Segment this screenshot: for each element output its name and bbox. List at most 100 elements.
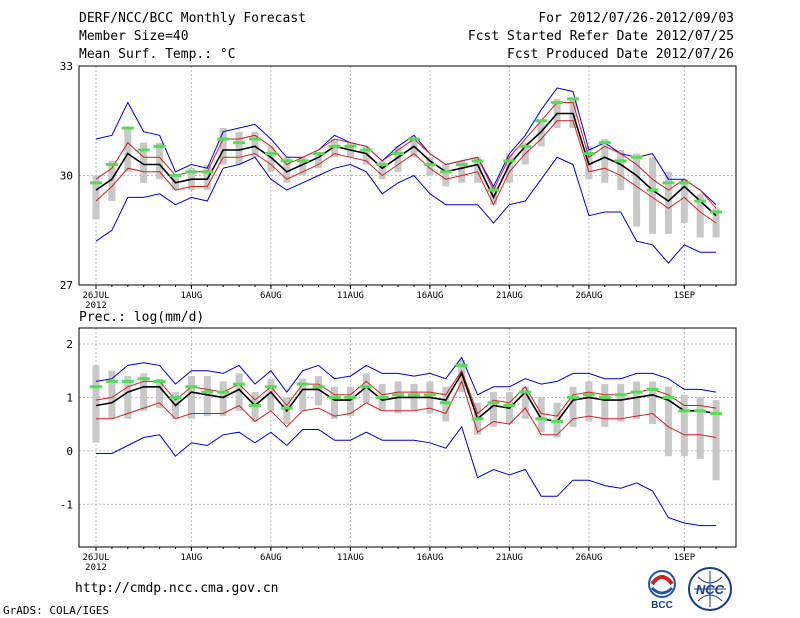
y-tick-label-0: 27 [60,279,73,292]
spread-box-34 [633,381,641,419]
spread-box-15 [331,386,338,419]
series-upper-band-line [95,102,717,209]
spread-box-35 [649,381,656,425]
spread-box-38 [696,193,704,238]
plot-frame [78,65,737,286]
spread-box-33 [617,384,625,422]
y-tick-label-1: 0 [66,445,73,458]
header-left-line-2: Member Size=40 [79,29,189,44]
x-tick-label-7: 1SEP [673,553,695,563]
spread-box-38 [696,397,704,459]
spread-box-39 [712,400,720,481]
spread-box-20 [410,139,418,158]
x-tick-label-7: 1SEP [673,291,695,301]
x-tick-label-6: 26AUG [575,553,602,563]
x-tick-label-5: 21AUG [496,553,523,563]
spread-box-9 [235,131,243,165]
spread-box-1 [108,160,116,202]
x-year-label: 2012 [85,301,107,311]
y-tick-label-0: -1 [60,498,73,511]
series-ensemble-mean-line [95,371,717,423]
x-tick-label-3: 11AUG [337,291,364,301]
precip-title: Prec.: log(mm/d) [79,310,204,325]
spread-box-17 [362,146,370,165]
spread-box-13 [299,378,307,411]
x-tick-label-3: 11AUG [337,553,364,563]
spread-box-35 [649,157,656,234]
spread-box-14 [315,376,323,406]
spread-box-26 [505,153,513,183]
spread-box-14 [315,153,323,169]
spread-box-2 [124,376,132,419]
header-right-line-1: For 2012/07/26-2012/09/03 [538,11,734,26]
spread-box-21 [426,157,434,176]
spread-box-37 [680,179,688,223]
x-tick-label-4: 16AUG [416,291,443,301]
spread-box-30 [569,386,577,427]
series-maximum-line [95,87,717,206]
spread-box-22 [442,164,450,187]
bcc-logo: BCC [648,570,676,610]
footer-url[interactable]: http://cmdp.ncc.cma.gov.cn [75,581,279,596]
x-tick-label-6: 26AUG [575,291,602,301]
spread-box-7 [203,164,211,191]
spread-box-3 [140,373,148,411]
spread-box-28 [537,397,545,433]
spread-box-34 [633,153,641,227]
spread-box-18 [378,160,386,180]
bcc-logo-text: BCC [651,600,673,610]
series-ensemble-mean-line [95,112,717,217]
spread-box-0 [92,365,100,443]
y-tick-label-1: 30 [60,170,73,183]
spread-box-31 [585,381,593,422]
x-tick-label-4: 16AUG [416,553,443,563]
x-tick-label-1: 1AUG [181,291,203,301]
series-maximum-line [95,356,717,396]
header-right-line-3: Fcst Produced Date 2012/07/26 [507,47,734,62]
x-tick-label-0: 26JUL [82,291,109,301]
plot-frame [78,327,737,548]
spread-box-10 [251,131,259,158]
spread-box-37 [680,394,688,457]
ncc-logo: NCC [688,567,732,611]
spread-box-1 [108,370,116,419]
spread-box-33 [617,149,625,191]
x-tick-label-2: 6AUG [260,291,282,301]
spread-box-8 [219,381,227,417]
spread-box-24 [474,157,482,183]
y-tick-label-3: 2 [66,338,73,351]
spread-box-25 [490,392,497,427]
spread-box-7 [203,376,211,417]
temperature-panel: 27 30 33 26JUL 1AUG 6AUG 11AUG 16AUG 21AUG 26AUG 1… [60,60,737,311]
spread-box-23 [458,160,466,183]
series-upper-band-line [95,369,717,417]
spread-box-36 [664,171,672,234]
spread-box-4 [156,142,164,180]
spread-box-11 [267,146,275,172]
spread-box-2 [124,128,132,172]
spread-box-13 [299,157,307,176]
ncc-logo-text: NCC [696,582,725,597]
spread-box-11 [267,378,275,411]
spread-box-6 [187,376,195,419]
spread-box-19 [394,146,402,172]
series-lower-band-line [96,380,717,438]
spread-box-8 [219,128,227,165]
series-minimum-line [95,156,717,264]
spread-box-0 [92,175,100,220]
header-right-line-2: Fcst Started Refer Date 2012/07/25 [467,29,734,44]
spread-box-9 [235,373,243,411]
spread-box-16 [346,386,354,417]
header-left-line-3: Mean Surf. Temp.: °C [79,47,236,62]
spread-box-27 [521,386,529,419]
header-left-line-1: DERF/NCC/BCC Monthly Forecast [79,11,306,26]
precipitation-panel: Prec.: log(mm/d) -1 0 1 2 26JUL 1AUG 6AUG 11AUG 1… [60,310,737,573]
footer-credit: GrADS: COLA/IGES [3,604,109,617]
x-tick-label-2: 6AUG [260,553,282,563]
spread-box-4 [156,378,164,409]
y-tick-label-2: 33 [60,60,73,73]
spread-box-36 [664,386,672,457]
spread-box-32 [601,384,609,427]
spread-box-15 [331,139,338,158]
